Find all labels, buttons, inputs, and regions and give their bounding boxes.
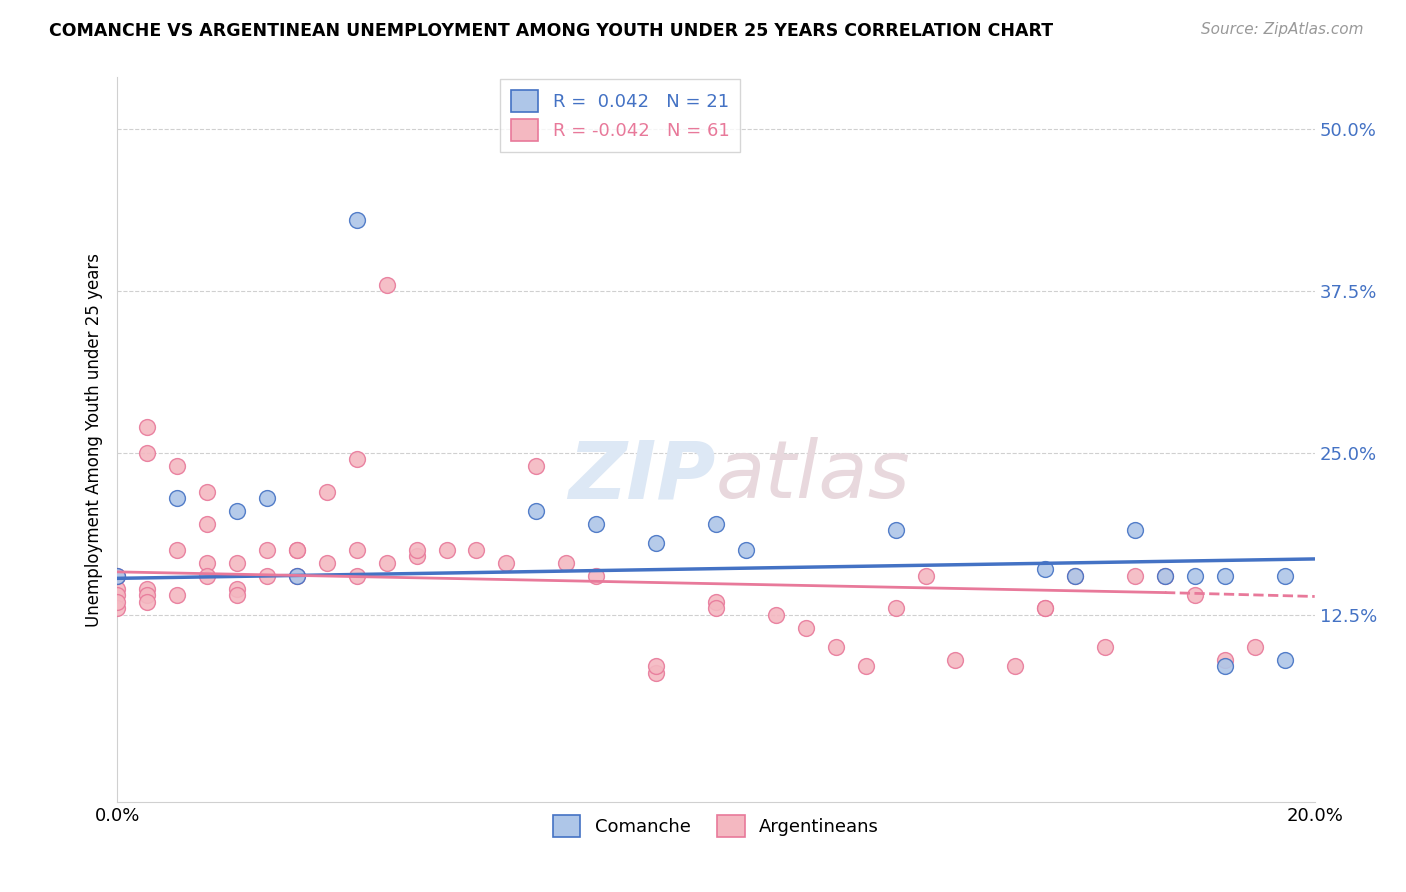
Point	[346, 568, 368, 582]
Point	[524, 458, 547, 473]
Point	[1064, 568, 1087, 582]
Point	[1274, 653, 1296, 667]
Point	[136, 582, 159, 596]
Point	[1184, 588, 1206, 602]
Point	[735, 542, 758, 557]
Point	[195, 484, 218, 499]
Point	[914, 568, 936, 582]
Point	[105, 594, 128, 608]
Point	[256, 491, 278, 505]
Point	[105, 588, 128, 602]
Point	[585, 568, 607, 582]
Point	[945, 653, 967, 667]
Point	[285, 542, 308, 557]
Point	[136, 420, 159, 434]
Point	[1154, 568, 1177, 582]
Point	[226, 588, 249, 602]
Point	[256, 542, 278, 557]
Point	[465, 542, 488, 557]
Text: Source: ZipAtlas.com: Source: ZipAtlas.com	[1201, 22, 1364, 37]
Point	[1123, 524, 1146, 538]
Point	[105, 568, 128, 582]
Point	[645, 659, 668, 673]
Point	[1213, 653, 1236, 667]
Point	[794, 621, 817, 635]
Point	[136, 594, 159, 608]
Point	[1033, 601, 1056, 615]
Point	[375, 556, 398, 570]
Point	[285, 542, 308, 557]
Point	[346, 212, 368, 227]
Point	[405, 549, 427, 564]
Point	[704, 594, 727, 608]
Point	[645, 665, 668, 680]
Point	[166, 491, 188, 505]
Point	[704, 516, 727, 531]
Point	[1004, 659, 1026, 673]
Point	[884, 524, 907, 538]
Point	[166, 458, 188, 473]
Point	[1154, 568, 1177, 582]
Point	[1184, 568, 1206, 582]
Point	[256, 568, 278, 582]
Text: atlas: atlas	[716, 437, 911, 515]
Point	[105, 601, 128, 615]
Point	[285, 568, 308, 582]
Point	[1094, 640, 1116, 654]
Point	[136, 588, 159, 602]
Legend: Comanche, Argentineans: Comanche, Argentineans	[546, 807, 886, 844]
Point	[585, 516, 607, 531]
Point	[315, 556, 337, 570]
Point	[1033, 601, 1056, 615]
Point	[1033, 562, 1056, 576]
Point	[375, 277, 398, 292]
Point	[105, 568, 128, 582]
Text: ZIP: ZIP	[568, 437, 716, 515]
Point	[405, 542, 427, 557]
Point	[136, 446, 159, 460]
Point	[226, 582, 249, 596]
Y-axis label: Unemployment Among Youth under 25 years: Unemployment Among Youth under 25 years	[86, 252, 103, 627]
Point	[765, 607, 787, 622]
Point	[436, 542, 458, 557]
Point	[1213, 568, 1236, 582]
Point	[226, 556, 249, 570]
Point	[166, 588, 188, 602]
Point	[195, 516, 218, 531]
Point	[645, 536, 668, 550]
Point	[1064, 568, 1087, 582]
Point	[555, 556, 578, 570]
Text: COMANCHE VS ARGENTINEAN UNEMPLOYMENT AMONG YOUTH UNDER 25 YEARS CORRELATION CHAR: COMANCHE VS ARGENTINEAN UNEMPLOYMENT AMO…	[49, 22, 1053, 40]
Point	[346, 452, 368, 467]
Point	[824, 640, 846, 654]
Point	[884, 601, 907, 615]
Point	[195, 568, 218, 582]
Point	[195, 556, 218, 570]
Point	[1274, 568, 1296, 582]
Point	[346, 542, 368, 557]
Point	[166, 542, 188, 557]
Point	[1243, 640, 1265, 654]
Point	[524, 504, 547, 518]
Point	[105, 582, 128, 596]
Point	[1213, 659, 1236, 673]
Point	[704, 601, 727, 615]
Point	[495, 556, 517, 570]
Point	[1123, 568, 1146, 582]
Point	[315, 484, 337, 499]
Point	[226, 504, 249, 518]
Point	[855, 659, 877, 673]
Point	[285, 568, 308, 582]
